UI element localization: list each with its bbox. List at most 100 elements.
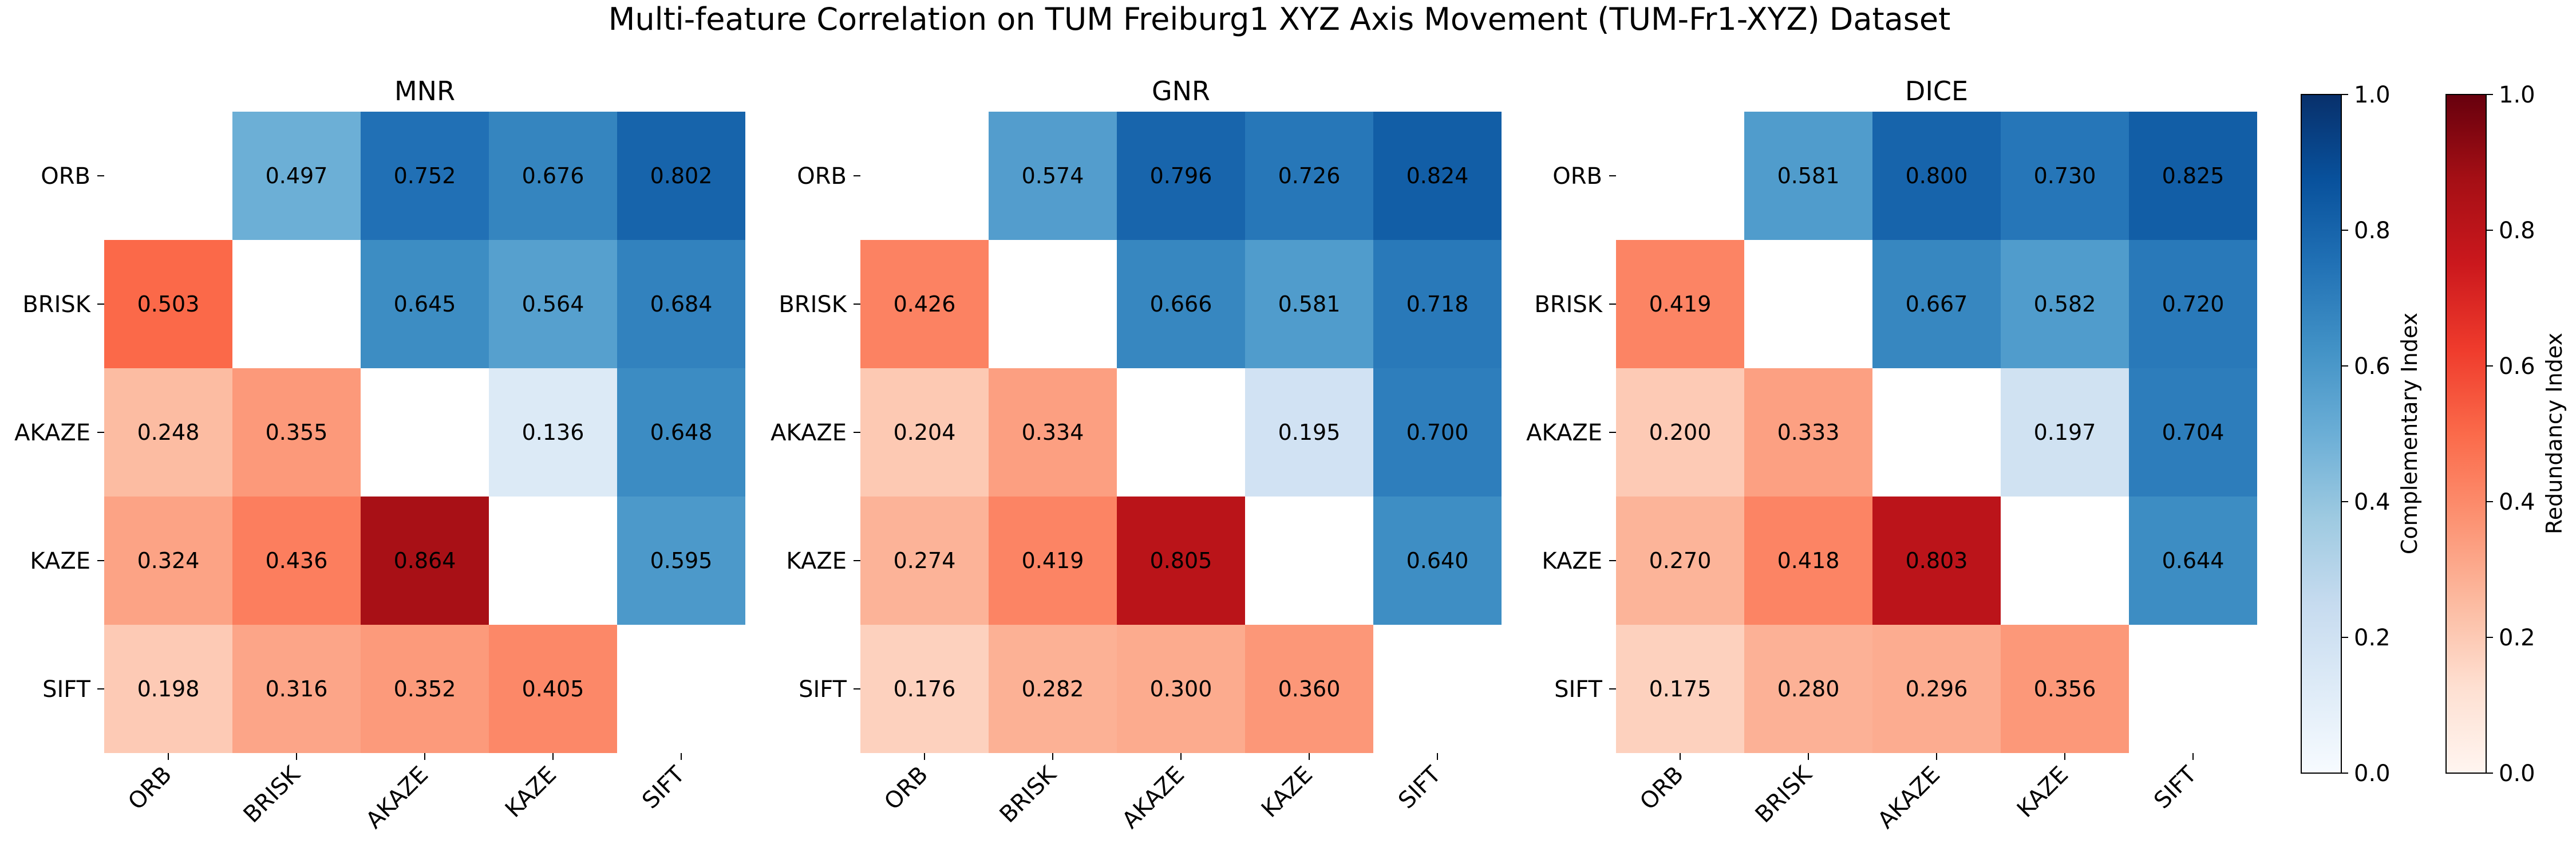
cell-value-label: 0.805	[1150, 548, 1212, 573]
heatmap-dice: DICE 0.581 0.800 0.730 0.825 0.419 0.667 0.582 0…	[1526, 76, 2257, 834]
cell-value-label: 0.802	[650, 163, 713, 188]
heatmap-cell	[1872, 240, 2001, 368]
cell-value-label: 0.360	[1278, 676, 1341, 702]
heatmap-cell	[1245, 368, 1373, 497]
heatmap-cell	[361, 240, 489, 368]
colorbar-complementary: Complementary Index 0.0 0.2 0.4 0.6 0.8 1.0	[2301, 82, 2422, 787]
cell-value-label: 0.666	[1150, 291, 1212, 317]
cell-value-label: 0.419	[1022, 548, 1084, 573]
cell-value-label: 0.197	[2034, 420, 2096, 445]
heatmap-cell	[1245, 240, 1373, 368]
y-tick-label: SIFT	[799, 676, 847, 703]
heatmap-cell	[1872, 497, 2001, 625]
cell-value-label: 0.300	[1150, 676, 1212, 702]
heatmap-cell	[489, 112, 617, 240]
cell-value-label: 0.752	[394, 163, 456, 188]
heatmap-cell	[617, 368, 745, 497]
y-tick-label: BRISK	[22, 291, 91, 318]
y-tick-label: ORB	[797, 163, 847, 190]
heatmap-cell	[1117, 497, 1245, 625]
heatmap-mnr: MNR 0.497 0.752 0.676 0.802 0.503 0.645 0.564 0.…	[14, 76, 745, 834]
cell-value-label: 0.280	[1777, 676, 1840, 702]
heatmap-cell	[1117, 625, 1245, 753]
heatmap-cell	[104, 368, 232, 497]
cell-value-label: 0.640	[1406, 548, 1469, 573]
heatmap-cell	[1744, 497, 1872, 625]
cell-value-label: 0.667	[1906, 291, 1968, 317]
cell-value-label: 0.704	[2162, 420, 2225, 445]
heatmap-cell	[860, 240, 989, 368]
heatmap-cell	[2001, 368, 2129, 497]
y-tick-label: BRISK	[1534, 291, 1603, 318]
cell-value-label: 0.864	[394, 548, 456, 573]
heatmap-cell	[989, 368, 1117, 497]
heatmap-cell	[860, 497, 989, 625]
heatmap-cell	[1373, 368, 1502, 497]
colorbar-tick-label: 0.2	[2354, 625, 2391, 651]
heatmap-cell	[104, 625, 232, 753]
cell-value-label: 0.426	[894, 291, 956, 317]
y-tick-label: ORB	[1552, 163, 1602, 190]
x-tick-label: SIFT	[2149, 761, 2202, 814]
heatmap-cell	[1245, 112, 1373, 240]
colorbar-redundancy: Redundancy Index 0.0 0.2 0.4 0.6 0.8 1.0	[2445, 82, 2567, 787]
heatmap-cell	[617, 112, 745, 240]
cell-value-label: 0.334	[1022, 420, 1084, 445]
y-tick-label: ORB	[41, 163, 90, 190]
x-tick-label: AKAZE	[361, 762, 434, 834]
cell-value-label: 0.700	[1406, 420, 1469, 445]
cell-value-label: 0.248	[137, 420, 200, 445]
y-tick-label: KAZE	[30, 548, 90, 574]
heatmap-cell	[489, 625, 617, 753]
cell-value-label: 0.204	[894, 420, 956, 445]
y-tick-label: AKAZE	[771, 420, 847, 446]
x-tick-label: BRISK	[239, 761, 306, 828]
heatmap-cell	[104, 497, 232, 625]
cell-value-label: 0.316	[266, 676, 328, 702]
cell-value-label: 0.730	[2034, 163, 2096, 188]
cell-value-label: 0.825	[2162, 163, 2225, 188]
x-tick-label: BRISK	[995, 761, 1062, 828]
cell-value-label: 0.175	[1649, 676, 1712, 702]
cell-value-label: 0.324	[137, 548, 200, 573]
colorbar-tick-label: 0.4	[2499, 489, 2535, 515]
heatmap-cell	[104, 240, 232, 368]
heatmap-cell	[1616, 240, 1744, 368]
colorbar-tick-label: 0.0	[2499, 761, 2535, 787]
cell-value-label: 0.644	[2162, 548, 2225, 573]
colorbar-tick-label: 0.6	[2499, 353, 2535, 380]
colorbar-redundancy-label: Redundancy Index	[2542, 333, 2567, 534]
heatmap-cell	[2129, 112, 2257, 240]
cell-value-label: 0.405	[522, 676, 584, 702]
x-tick-label: AKAZE	[1117, 762, 1190, 834]
cell-value-label: 0.800	[1906, 163, 1968, 188]
cell-value-label: 0.333	[1777, 420, 1840, 445]
cell-value-label: 0.355	[266, 420, 328, 445]
heatmap-cell	[232, 497, 361, 625]
cell-value-label: 0.684	[650, 291, 713, 317]
cell-value-label: 0.136	[522, 420, 584, 445]
heatmap-cell	[2129, 497, 2257, 625]
heatmap-cell	[1373, 112, 1502, 240]
x-tick-label: BRISK	[1751, 761, 1818, 828]
cell-value-label: 0.645	[394, 291, 456, 317]
colorbar-complementary-label: Complementary Index	[2397, 313, 2422, 554]
x-tick-label: SIFT	[637, 761, 690, 814]
heatmap-cell	[1744, 625, 1872, 753]
cell-value-label: 0.419	[1649, 291, 1712, 317]
cell-value-label: 0.503	[137, 291, 200, 317]
heatmap-cell	[1872, 625, 2001, 753]
heatmap-cell	[989, 112, 1117, 240]
heatmap-cell	[1616, 625, 1744, 753]
heatmap-cell	[232, 368, 361, 497]
cell-value-label: 0.274	[894, 548, 956, 573]
cell-value-label: 0.564	[522, 291, 584, 317]
heatmap-cell	[989, 625, 1117, 753]
cell-value-label: 0.270	[1649, 548, 1712, 573]
cell-value-label: 0.200	[1649, 420, 1712, 445]
cell-value-label: 0.581	[1278, 291, 1341, 317]
cell-value-label: 0.718	[1406, 291, 1469, 317]
cell-value-label: 0.296	[1906, 676, 1968, 702]
x-tick-label: AKAZE	[1873, 762, 1946, 834]
y-tick-label: AKAZE	[14, 420, 90, 446]
